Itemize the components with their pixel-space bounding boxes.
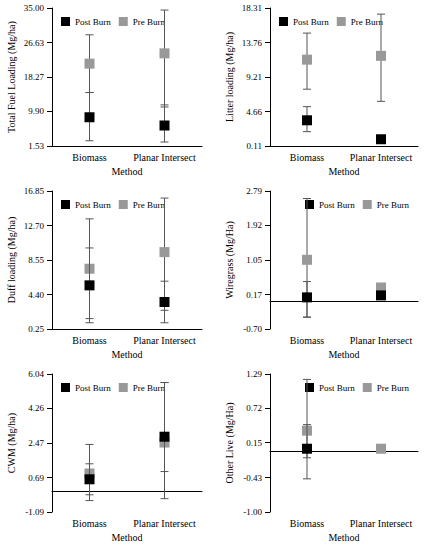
svg-text:-0.70: -0.70 — [243, 324, 262, 334]
svg-text:12.70: 12.70 — [24, 221, 45, 231]
svg-text:1.29: 1.29 — [246, 369, 262, 379]
svg-text:Planar Intersect: Planar Intersect — [350, 335, 413, 346]
svg-text:Wiregrass (Mg/Ha): Wiregrass (Mg/Ha) — [224, 221, 236, 299]
svg-text:2.47: 2.47 — [28, 438, 44, 448]
svg-text:CWM (Mg/ha): CWM (Mg/ha) — [6, 413, 18, 473]
svg-text:0.15: 0.15 — [246, 438, 262, 448]
svg-text:Pre Burn: Pre Burn — [133, 383, 166, 393]
svg-text:Biomass: Biomass — [290, 518, 325, 529]
svg-text:Other Live (Mg/Ha): Other Live (Mg/Ha) — [224, 402, 236, 483]
svg-text:Pre Burn: Pre Burn — [377, 200, 410, 210]
svg-text:Method: Method — [111, 349, 142, 360]
svg-text:Post Burn: Post Burn — [75, 17, 111, 27]
svg-text:Method: Method — [111, 532, 142, 543]
svg-text:Total Fuel Loading (Mg/ha): Total Fuel Loading (Mg/ha) — [6, 21, 18, 133]
svg-text:8.55: 8.55 — [28, 255, 44, 265]
svg-text:4.26: 4.26 — [28, 403, 44, 413]
svg-text:Biomass: Biomass — [290, 152, 325, 163]
svg-text:0.11: 0.11 — [247, 141, 262, 151]
svg-text:Post Burn: Post Burn — [293, 17, 329, 27]
svg-text:1.92: 1.92 — [246, 220, 262, 230]
svg-text:2.79: 2.79 — [246, 186, 262, 196]
svg-text:Duff loading (Mg/ha): Duff loading (Mg/ha) — [6, 217, 18, 303]
svg-text:Method: Method — [328, 166, 359, 177]
svg-text:Post Burn: Post Burn — [319, 200, 355, 210]
svg-text:0.17: 0.17 — [246, 290, 262, 300]
svg-text:Planar Intersect: Planar Intersect — [350, 518, 413, 529]
svg-text:Pre Burn: Pre Burn — [377, 383, 410, 393]
svg-text:Biomass: Biomass — [290, 335, 325, 346]
svg-text:Planar Intersect: Planar Intersect — [133, 518, 196, 529]
svg-text:Litter loading (Mg/ha): Litter loading (Mg/ha) — [224, 32, 236, 122]
svg-text:16.85: 16.85 — [24, 186, 45, 196]
svg-text:Planar Intersect: Planar Intersect — [133, 152, 196, 163]
svg-text:4.66: 4.66 — [246, 107, 262, 117]
svg-text:Post Burn: Post Burn — [75, 200, 111, 210]
svg-text:Planar Intersect: Planar Intersect — [133, 335, 196, 346]
svg-text:Biomass: Biomass — [72, 152, 107, 163]
svg-text:Pre Burn: Pre Burn — [133, 17, 166, 27]
svg-text:Method: Method — [328, 349, 359, 360]
svg-text:-0.43: -0.43 — [243, 473, 262, 483]
svg-text:0.25: 0.25 — [28, 324, 44, 334]
svg-text:1.05: 1.05 — [246, 255, 262, 265]
svg-text:9.21: 9.21 — [246, 72, 262, 82]
svg-text:-1.00: -1.00 — [243, 507, 262, 517]
svg-text:35.00: 35.00 — [24, 3, 45, 13]
svg-text:Method: Method — [328, 532, 359, 543]
svg-text:Method: Method — [111, 166, 142, 177]
svg-text:13.76: 13.76 — [242, 38, 263, 48]
svg-text:Pre Burn: Pre Burn — [351, 17, 384, 27]
svg-text:Biomass: Biomass — [72, 335, 107, 346]
svg-text:26.63: 26.63 — [24, 38, 45, 48]
svg-text:6.04: 6.04 — [28, 369, 44, 379]
svg-text:4.40: 4.40 — [28, 290, 44, 300]
svg-text:Biomass: Biomass — [72, 518, 107, 529]
svg-text:Planar Intersect: Planar Intersect — [350, 152, 413, 163]
svg-text:1.53: 1.53 — [28, 141, 44, 151]
svg-text:18.27: 18.27 — [24, 72, 45, 82]
svg-text:Pre Burn: Pre Burn — [133, 200, 166, 210]
svg-text:0.69: 0.69 — [28, 473, 44, 483]
svg-text:18.31: 18.31 — [242, 3, 262, 13]
svg-text:-1.09: -1.09 — [25, 507, 44, 517]
svg-text:0.72: 0.72 — [246, 403, 262, 413]
svg-text:9.90: 9.90 — [28, 106, 44, 116]
svg-text:Post Burn: Post Burn — [319, 383, 355, 393]
svg-text:Post Burn: Post Burn — [75, 383, 111, 393]
